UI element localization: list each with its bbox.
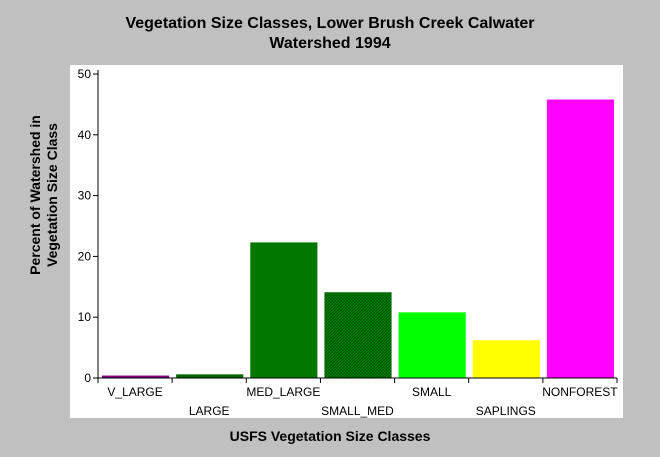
bar-med-large (250, 242, 318, 378)
x-tick-label: SMALL (412, 385, 452, 399)
x-tick-label: NONFOREST (542, 385, 618, 399)
x-tick-label: SAPLINGS (476, 404, 536, 418)
x-tick-label: MED_LARGE (246, 385, 320, 399)
y-tick-label: 50 (78, 67, 92, 81)
bar-small-med (324, 292, 392, 378)
y-axis-label-line-2: Vegetation Size Class (44, 123, 60, 267)
x-tick-label: LARGE (189, 404, 230, 418)
x-tick-label: SMALL_MED (321, 404, 394, 418)
bar-v-large (102, 375, 170, 378)
y-tick-label: 30 (78, 189, 92, 203)
chart-title-line-1: Vegetation Size Classes, Lower Brush Cre… (125, 15, 535, 32)
y-tick-label: 0 (84, 371, 91, 385)
bar-large (176, 374, 244, 378)
bar-small (398, 312, 466, 378)
bar-nonforest (546, 99, 614, 378)
y-axis-label-line-1: Percent of Watershed in (27, 115, 43, 275)
y-axis-label: Percent of Watershed in Vegetation Size … (27, 95, 61, 295)
y-tick-label: 40 (78, 128, 92, 142)
chart-title: Vegetation Size Classes, Lower Brush Cre… (0, 14, 660, 54)
x-tick-label: V_LARGE (107, 385, 162, 399)
x-axis-label: USFS Vegetation Size Classes (229, 428, 431, 444)
bar-saplings (472, 340, 540, 378)
chart-title-line-2: Watershed 1994 (269, 35, 391, 52)
y-tick-label: 20 (78, 249, 92, 263)
y-tick-label: 10 (78, 310, 92, 324)
